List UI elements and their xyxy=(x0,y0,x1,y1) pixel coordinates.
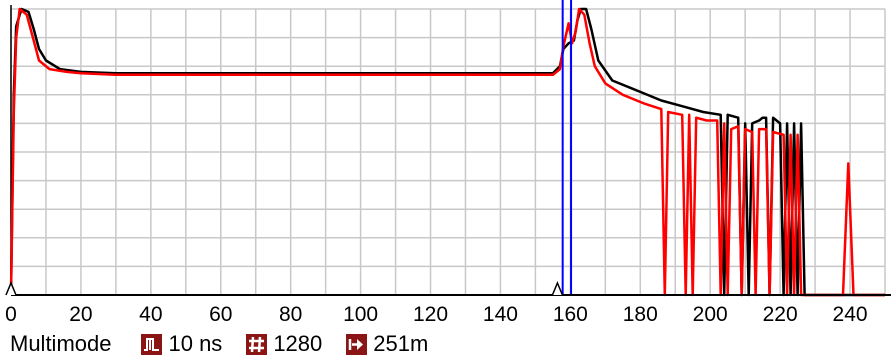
range-arrow-icon xyxy=(346,333,368,355)
range-value: 251m xyxy=(373,331,429,356)
marker-start-icon xyxy=(5,281,17,296)
x-tick-label: 0 xyxy=(5,303,17,325)
trace-plot[interactable]: 0 20 40 60 80 100 120 140 160 180 200 220 240 xyxy=(0,0,891,325)
cursors[interactable] xyxy=(561,0,573,295)
x-tick-label: 80 xyxy=(279,303,302,325)
x-tick-label: 160 xyxy=(553,303,588,325)
trace-red xyxy=(9,7,885,297)
status-bar: Multimode 10 ns 1280 251m xyxy=(10,330,452,358)
x-tick-label: 20 xyxy=(69,303,92,325)
x-tick-label: 100 xyxy=(343,303,378,325)
pulse-width-icon xyxy=(141,333,163,355)
x-tick-label: 40 xyxy=(139,303,162,325)
averages-hash-icon xyxy=(246,333,268,355)
x-tick-label: 180 xyxy=(623,303,658,325)
x-tick-label: 220 xyxy=(763,303,798,325)
x-tick-label: 200 xyxy=(693,303,728,325)
mode-label: Multimode xyxy=(10,331,112,356)
x-tick-label: 60 xyxy=(209,303,232,325)
averages-item[interactable]: 1280 xyxy=(246,331,322,357)
averages-value: 1280 xyxy=(273,331,323,356)
x-tick-labels: 0 20 40 60 80 100 120 140 160 180 200 220 240 xyxy=(5,303,867,325)
x-tick-label: 140 xyxy=(483,303,518,325)
range-item[interactable]: 251m xyxy=(346,331,428,357)
marker-event-icon xyxy=(551,281,564,296)
traces xyxy=(9,7,885,297)
x-tick-label: 240 xyxy=(833,303,868,325)
pulse-width-value: 10 ns xyxy=(168,331,223,356)
pulse-width-item[interactable]: 10 ns xyxy=(141,331,222,357)
trace-black xyxy=(9,7,885,297)
trace-chart[interactable]: 0 20 40 60 80 100 120 140 160 180 200 220 240 xyxy=(0,0,891,325)
markers xyxy=(5,281,564,296)
x-tick-label: 120 xyxy=(413,303,448,325)
